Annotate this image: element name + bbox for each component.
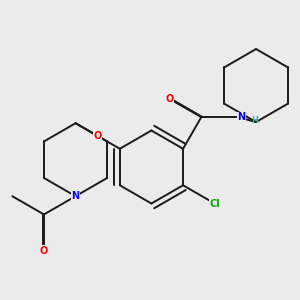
Text: O: O: [40, 246, 48, 256]
Text: Cl: Cl: [209, 199, 220, 208]
Text: O: O: [94, 131, 102, 141]
Text: O: O: [166, 94, 174, 104]
Text: N: N: [71, 191, 80, 201]
Text: N: N: [237, 112, 245, 122]
Text: H: H: [251, 116, 258, 125]
